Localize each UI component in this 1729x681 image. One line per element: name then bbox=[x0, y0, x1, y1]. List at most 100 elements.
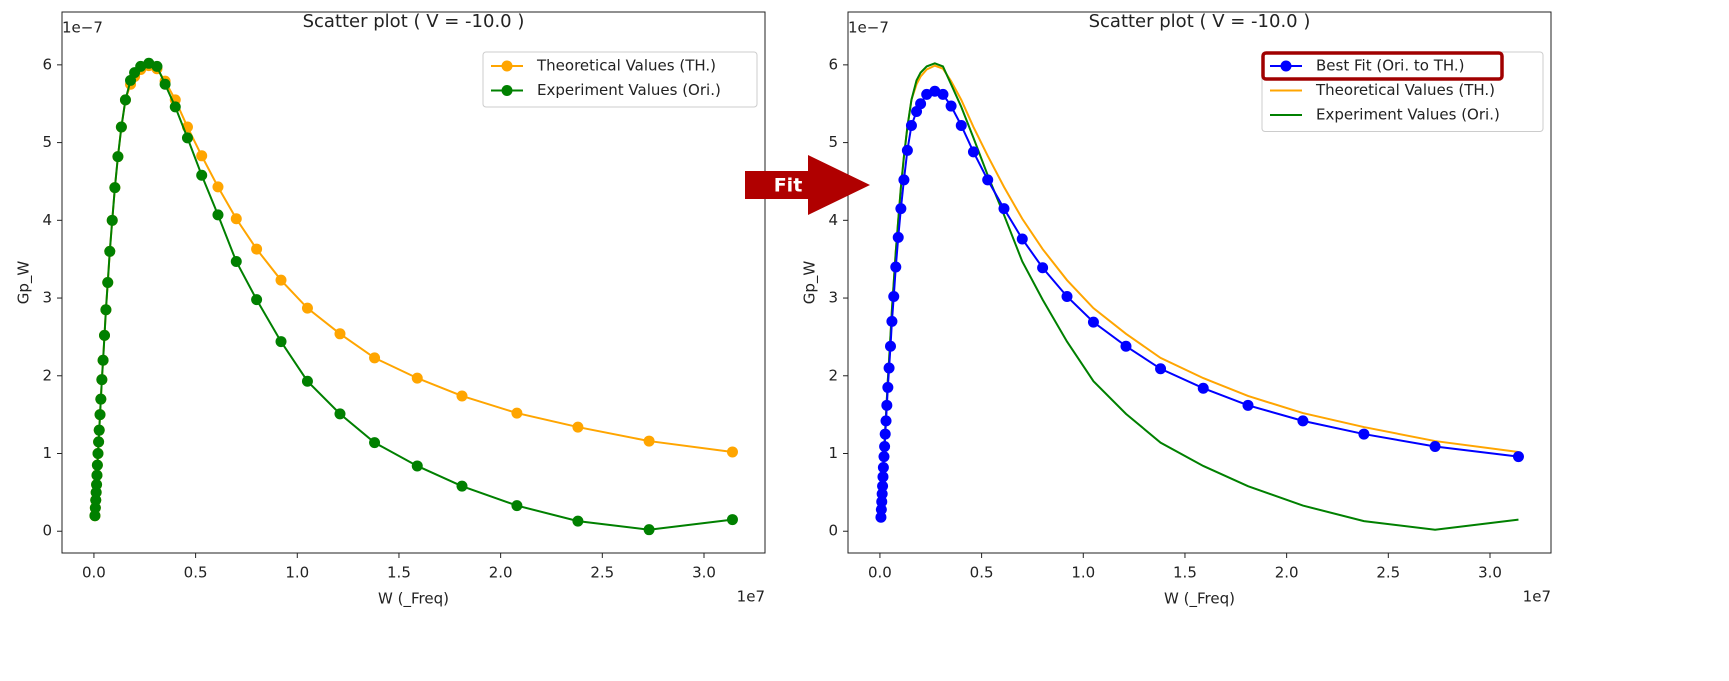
point bbox=[1242, 399, 1254, 411]
point bbox=[301, 375, 313, 387]
point bbox=[181, 132, 193, 144]
legend-marker bbox=[501, 85, 513, 96]
point bbox=[106, 214, 118, 226]
point bbox=[877, 471, 889, 483]
point bbox=[955, 119, 967, 131]
point bbox=[892, 231, 904, 243]
point bbox=[411, 460, 423, 472]
legend-label: Theoretical Values (TH.) bbox=[1315, 81, 1495, 99]
point bbox=[901, 144, 913, 156]
point bbox=[1429, 441, 1441, 453]
point bbox=[275, 336, 287, 348]
y-tick-label: 5 bbox=[42, 133, 52, 151]
point bbox=[334, 408, 346, 420]
x-tick-label: 2.5 bbox=[1376, 564, 1400, 582]
point bbox=[511, 500, 523, 512]
point bbox=[875, 503, 887, 515]
point bbox=[877, 480, 889, 492]
point bbox=[890, 261, 902, 273]
point bbox=[97, 354, 109, 366]
legend-label: Experiment Values (Ori.) bbox=[1316, 106, 1500, 124]
point bbox=[1016, 233, 1028, 245]
point bbox=[1297, 415, 1309, 427]
point bbox=[1197, 382, 1209, 394]
point bbox=[91, 479, 103, 491]
point bbox=[411, 372, 423, 384]
point bbox=[882, 381, 894, 393]
point bbox=[112, 151, 124, 163]
y-tick-label: 3 bbox=[828, 289, 838, 307]
legend-highlight bbox=[1261, 51, 1504, 81]
point bbox=[230, 213, 242, 225]
x-tick-label: 0.0 bbox=[868, 564, 892, 582]
point bbox=[967, 146, 979, 158]
point bbox=[93, 436, 105, 448]
point bbox=[251, 294, 263, 306]
point bbox=[90, 494, 102, 506]
point bbox=[1358, 428, 1370, 440]
point bbox=[251, 243, 263, 255]
y-tick-label: 2 bbox=[42, 366, 52, 384]
point bbox=[301, 302, 313, 314]
point bbox=[888, 290, 900, 302]
series-line bbox=[879, 64, 1519, 516]
point bbox=[1120, 340, 1132, 352]
point bbox=[511, 407, 523, 419]
x-tick-label: 1.0 bbox=[1071, 564, 1095, 582]
point bbox=[96, 374, 108, 386]
y-tick-label: 1 bbox=[828, 444, 838, 462]
point bbox=[1061, 290, 1073, 302]
legend-marker bbox=[1280, 60, 1292, 72]
point bbox=[91, 459, 103, 471]
x-tick-label: 1.5 bbox=[1173, 564, 1197, 582]
y-tick-label: 6 bbox=[42, 55, 52, 73]
y-tick-label: 4 bbox=[828, 211, 838, 229]
x-axis-label: W (_Freq) bbox=[1164, 590, 1235, 609]
y-tick-label: 0 bbox=[42, 522, 52, 540]
point bbox=[212, 209, 224, 221]
x-tick-label: 3.0 bbox=[692, 564, 716, 582]
point bbox=[895, 203, 907, 215]
y-tick-label: 4 bbox=[42, 211, 52, 229]
point bbox=[334, 328, 346, 340]
point bbox=[104, 245, 116, 257]
y-axis-label: Gp_W bbox=[15, 261, 34, 305]
x-tick-label: 2.0 bbox=[489, 564, 513, 582]
point bbox=[905, 119, 917, 131]
x-offset-label: 1e7 bbox=[737, 588, 765, 606]
point bbox=[275, 274, 287, 286]
point bbox=[643, 524, 655, 536]
point bbox=[879, 428, 891, 440]
point bbox=[92, 448, 104, 460]
plot-frame bbox=[847, 11, 1552, 554]
x-tick-label: 0.5 bbox=[970, 564, 994, 582]
arrow-label: Fit bbox=[774, 175, 803, 197]
point bbox=[945, 100, 957, 112]
point bbox=[876, 496, 888, 508]
legend-box bbox=[482, 51, 758, 108]
point bbox=[456, 390, 468, 402]
point bbox=[885, 340, 897, 352]
y-tick-label: 5 bbox=[828, 133, 838, 151]
point bbox=[230, 256, 242, 268]
point bbox=[95, 393, 107, 405]
series-line bbox=[93, 64, 733, 516]
point bbox=[93, 424, 105, 436]
point bbox=[212, 181, 224, 193]
legend-label: Best Fit (Ori. to TH.) bbox=[1316, 57, 1465, 75]
plot-frame bbox=[61, 11, 766, 554]
y-axis-label: Gp_W bbox=[801, 261, 820, 305]
x-axis-label: W (_Freq) bbox=[378, 590, 449, 609]
point bbox=[369, 437, 381, 449]
point bbox=[1037, 262, 1049, 274]
point bbox=[89, 510, 101, 522]
point bbox=[726, 446, 738, 458]
point bbox=[915, 98, 927, 110]
y-tick-label: 0 bbox=[828, 522, 838, 540]
point bbox=[151, 60, 163, 72]
point bbox=[94, 409, 106, 421]
point bbox=[886, 315, 898, 327]
y-tick-label: 2 bbox=[828, 366, 838, 384]
point bbox=[90, 486, 102, 498]
